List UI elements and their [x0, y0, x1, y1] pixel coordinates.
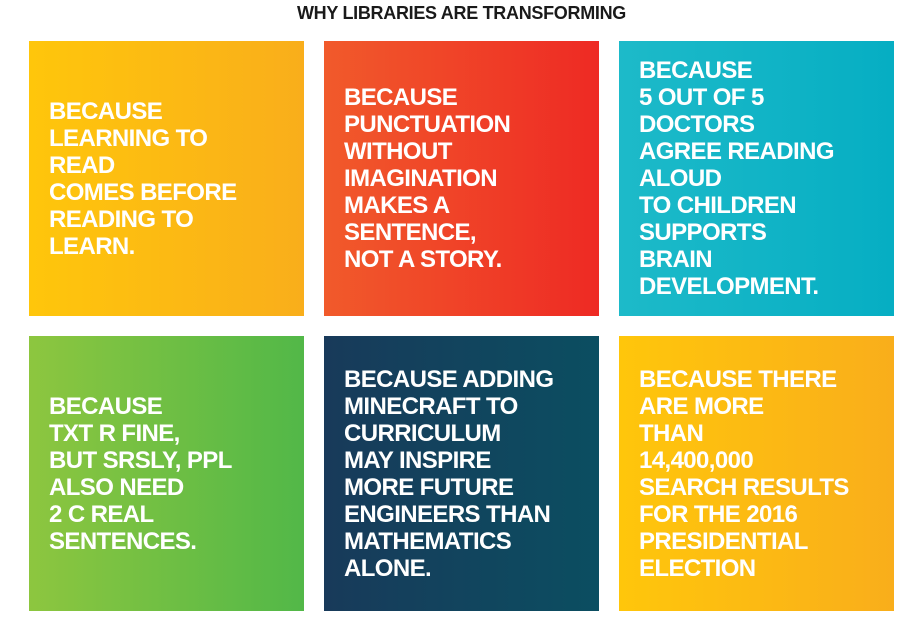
tile-text: BECAUSE LEARNING TO READ COMES BEFORE RE…: [49, 97, 237, 260]
tile-text: BECAUSE THERE ARE MORE THAN 14,400,000 S…: [639, 365, 849, 582]
tile-learning-to-read: BECAUSE LEARNING TO READ COMES BEFORE RE…: [29, 41, 304, 316]
tile-text: BECAUSE 5 OUT OF 5 DOCTORS AGREE READING…: [639, 57, 834, 300]
tile-doctors: BECAUSE 5 OUT OF 5 DOCTORS AGREE READING…: [619, 41, 894, 316]
page-title: WHY LIBRARIES ARE TRANSFORMING: [296, 3, 626, 23]
tile-text: BECAUSE PUNCTUATION WITHOUT IMAGINATION …: [344, 84, 511, 273]
tile-text: BECAUSE TXT R FINE, BUT SRSLY, PPL ALSO …: [49, 392, 232, 555]
tile-text: BECAUSE ADDING MINECRAFT TO CURRICULUM M…: [344, 365, 554, 582]
tile-minecraft: BECAUSE ADDING MINECRAFT TO CURRICULUM M…: [324, 336, 599, 611]
tile-txt: BECAUSE TXT R FINE, BUT SRSLY, PPL ALSO …: [29, 336, 304, 611]
tile-punctuation: BECAUSE PUNCTUATION WITHOUT IMAGINATION …: [324, 41, 599, 316]
tile-search-results: BECAUSE THERE ARE MORE THAN 14,400,000 S…: [619, 336, 894, 611]
